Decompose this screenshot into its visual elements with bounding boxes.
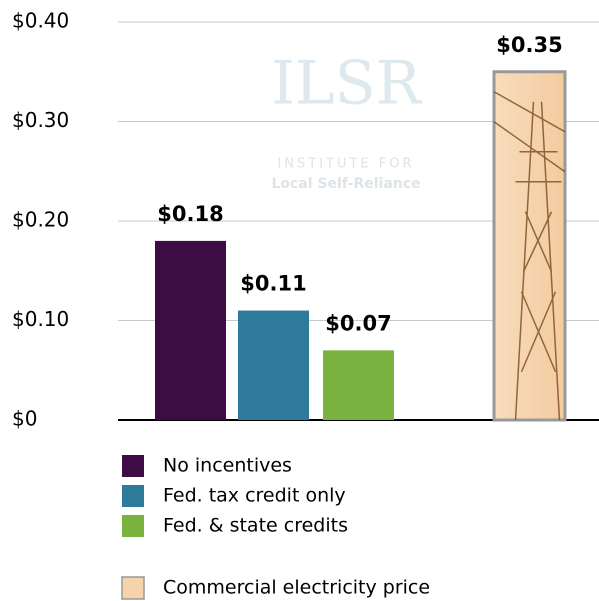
watermark-line: Local Self-Reliance <box>271 176 420 192</box>
legend-label: Commercial electricity price <box>163 577 430 599</box>
tower-line <box>520 291 557 373</box>
tower-line <box>540 101 561 421</box>
legend-swatch <box>122 455 144 477</box>
value-label: $0.18 <box>157 202 223 226</box>
value-label: $0.35 <box>496 33 562 57</box>
y-tick-label: $0.10 <box>12 307 69 331</box>
legend-label: Fed. tax credit only <box>163 485 346 507</box>
y-tick-label: $0 <box>12 407 37 431</box>
legend-swatch <box>122 515 144 537</box>
watermark: ILSR INSTITUTE FOR Local Self-Reliance <box>271 49 423 192</box>
legend-label: No incentives <box>163 455 292 477</box>
value-label: $0.11 <box>240 272 306 296</box>
y-tick-label: $0.30 <box>12 108 69 132</box>
legend-label: Fed. & state credits <box>163 515 348 537</box>
bar <box>155 240 226 420</box>
bar <box>238 310 309 420</box>
tower-illustration <box>493 91 566 421</box>
value-label: $0.07 <box>325 311 391 335</box>
tower-line <box>522 211 553 273</box>
watermark-title: ILSR <box>271 49 423 119</box>
y-tick-label: $0.40 <box>12 9 69 33</box>
legend-swatch <box>121 576 145 600</box>
bar <box>323 350 394 420</box>
watermark-line: INSTITUTE FOR <box>277 157 414 172</box>
y-tick-label: $0.20 <box>12 208 69 232</box>
legend-swatch <box>122 485 144 507</box>
tower-line <box>524 211 553 273</box>
tower-line <box>493 91 566 133</box>
tower-line <box>493 121 566 173</box>
tower-line <box>514 101 535 421</box>
